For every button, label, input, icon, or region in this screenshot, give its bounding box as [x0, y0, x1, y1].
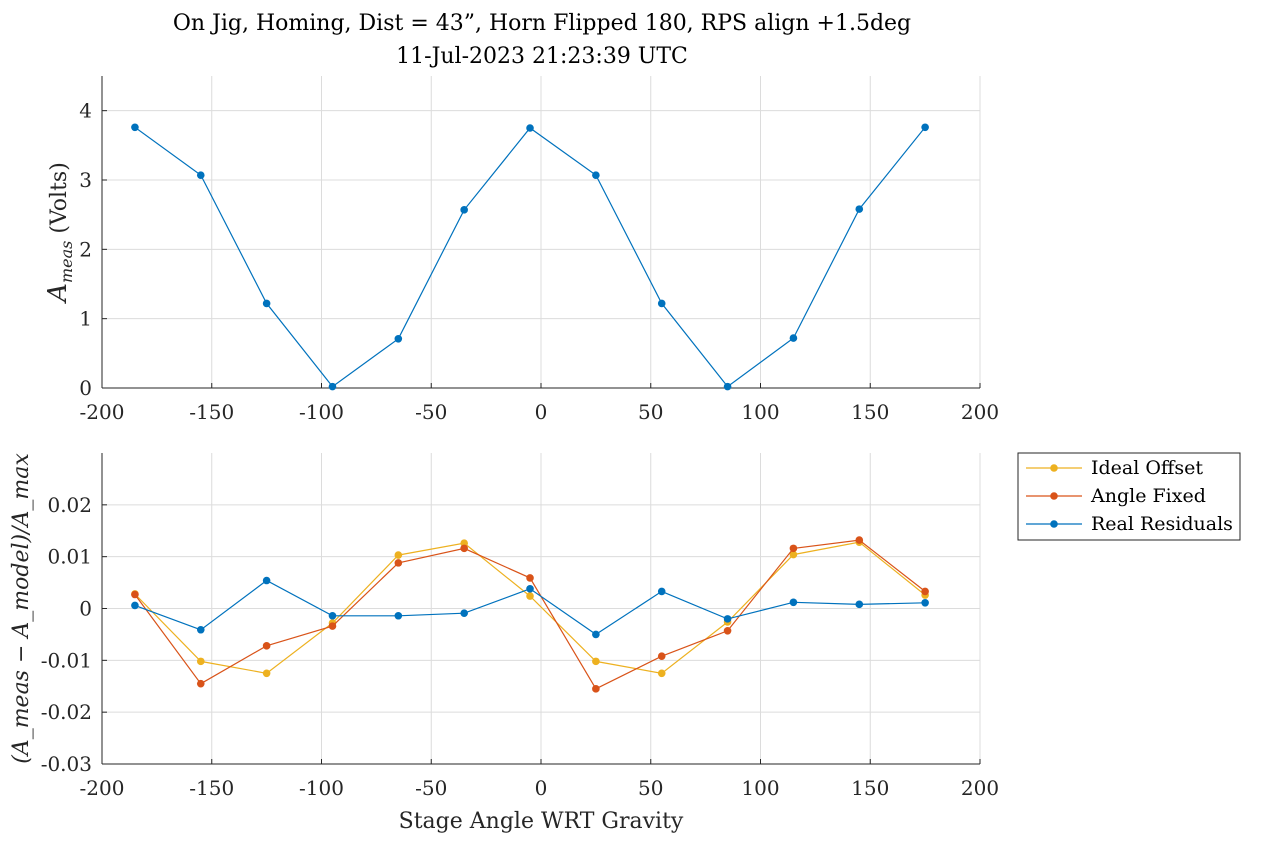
x-tick-label: 0 [535, 400, 548, 424]
chart-title-line1: On Jig, Homing, Dist = 43”, Horn Flipped… [173, 11, 911, 36]
data-point [592, 630, 600, 639]
data-point [592, 685, 600, 693]
x-tick-label: 50 [638, 776, 663, 800]
y-tick-label: -0.02 [41, 700, 92, 724]
data-point [131, 590, 139, 599]
x-tick-label: -50 [415, 400, 447, 424]
series-line-measured [134, 126, 926, 388]
y-tick-label: -0.01 [41, 648, 92, 672]
data-point [789, 334, 798, 342]
data-point [460, 206, 468, 214]
legend: Ideal Offset Angle Fixed Real Residuals [1017, 452, 1241, 541]
data-point [526, 592, 534, 600]
data-point [789, 544, 798, 553]
legend-entry-label: Real Residuals [1091, 513, 1233, 535]
x-tick-label: 100 [741, 776, 779, 800]
y-tick-label: 1 [79, 307, 92, 331]
data-point [921, 598, 929, 607]
data-point [460, 609, 468, 617]
chart-title-line2: 11-Jul-2023 21:23:39 UTC [396, 44, 688, 69]
data-point [394, 334, 403, 343]
data-point [592, 171, 600, 179]
x-tick-label: -100 [299, 400, 344, 424]
data-point [526, 585, 534, 593]
series-line-angle-fixed [134, 539, 926, 690]
y-tick-label: 2 [79, 237, 92, 261]
x-tick-label: -100 [299, 776, 344, 800]
data-point [921, 123, 929, 132]
data-point [723, 626, 732, 635]
data-point [789, 598, 798, 607]
data-point [394, 611, 403, 620]
legend-swatch-marker [1050, 464, 1058, 472]
data-point [723, 382, 732, 391]
y-tick-label: 3 [79, 168, 92, 192]
data-point [262, 299, 271, 308]
y-tick-label: 4 [79, 99, 92, 123]
data-point [855, 205, 864, 213]
legend-entry-label: Ideal Offset [1091, 457, 1203, 479]
data-point [460, 544, 468, 553]
x-tick-label: 50 [638, 400, 663, 424]
data-point [789, 550, 798, 559]
data-point [723, 615, 732, 623]
bottom-plot: -200 -150 -100 -50 0 50 100 150 200 -0.03 -0.02 -0.… [9, 453, 999, 834]
data-point [328, 382, 337, 391]
x-tick-label: 150 [851, 400, 889, 424]
x-axis-label: Stage Angle WRT Gravity [399, 809, 684, 834]
y-tick-label: 0 [79, 597, 92, 621]
data-point [196, 679, 205, 688]
y-axis-label: (A_meas − A_model)/A_max [9, 453, 34, 764]
data-point [657, 299, 666, 308]
y-tick-label: 0.01 [47, 545, 92, 569]
legend-entry-label: Angle Fixed [1090, 485, 1206, 507]
x-tick-label: -200 [80, 400, 125, 424]
y-tick-label: 0.02 [47, 493, 92, 517]
data-point [657, 652, 666, 660]
data-point [131, 123, 139, 132]
legend-swatch-marker [1050, 492, 1058, 500]
legend-swatch-marker [1050, 520, 1058, 528]
data-point [526, 574, 534, 582]
data-point [657, 587, 666, 596]
data-point [855, 536, 864, 544]
y-tick-label: -0.03 [41, 752, 92, 776]
data-point [526, 124, 534, 132]
data-point [855, 600, 864, 609]
y-tick-label: 0 [79, 376, 92, 400]
data-point [328, 622, 337, 630]
top-plot: -200 -150 -100 -50 0 50 100 150 200 0 1 2 3 4 Ameas (V… [43, 76, 999, 424]
x-tick-label: -50 [415, 776, 447, 800]
x-tick-label: 200 [961, 400, 999, 424]
data-point [196, 171, 205, 179]
data-point [592, 657, 600, 666]
y-axis-label: Ameas (Volts) [43, 162, 76, 304]
x-tick-label: -200 [80, 776, 125, 800]
data-point [196, 657, 205, 666]
data-point [262, 669, 271, 678]
data-point [196, 625, 205, 634]
x-tick-label: 200 [961, 776, 999, 800]
data-point [921, 587, 929, 596]
x-tick-label: 0 [535, 776, 548, 800]
data-point [262, 642, 271, 650]
x-tick-label: -150 [189, 776, 234, 800]
x-tick-label: 150 [851, 776, 889, 800]
data-point [131, 601, 139, 610]
data-point [328, 611, 337, 620]
x-tick-label: -150 [189, 400, 234, 424]
x-tick-label: 100 [741, 400, 779, 424]
data-point [394, 551, 403, 559]
data-point [262, 576, 271, 585]
data-point [657, 669, 666, 678]
data-point [394, 559, 403, 567]
